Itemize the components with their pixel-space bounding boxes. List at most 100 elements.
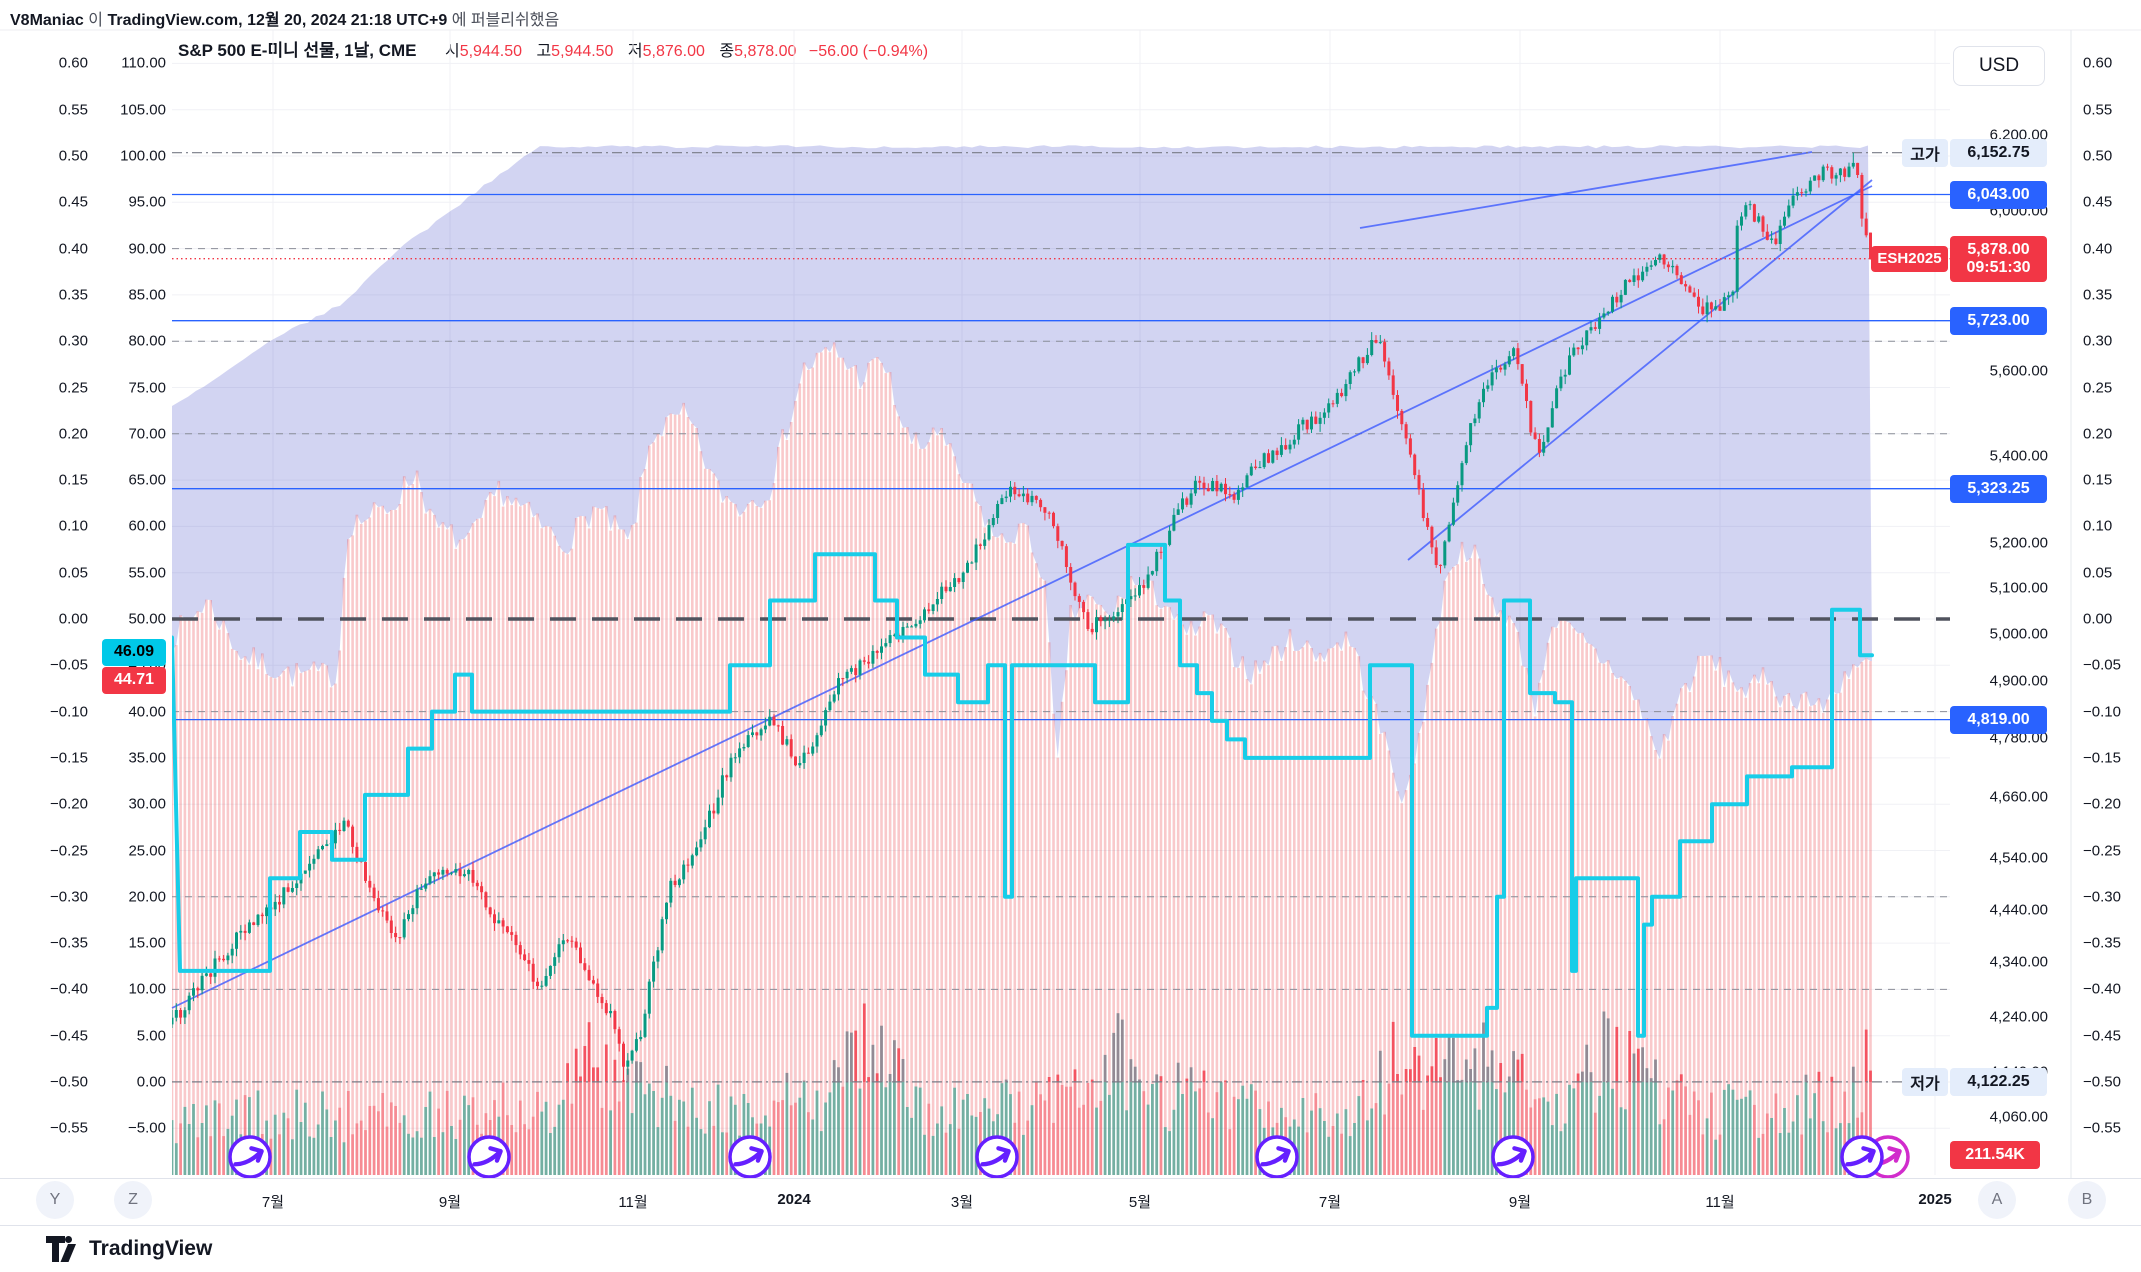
tradingview-logo-text: TradingView bbox=[89, 1237, 213, 1260]
publish-datetime: 12월 20, 2024 21:18 UTC+9 bbox=[247, 12, 448, 29]
symbol-title-bar: S&P 500 E-미니 선물, 1날, CME 시5,944.50 고5,94… bbox=[178, 36, 928, 61]
right-outer-axis-tick: 0.45 bbox=[2083, 193, 2113, 211]
left-inner-axis-tick: 105.00 bbox=[120, 101, 166, 119]
right-outer-axis-tick: −0.50 bbox=[2083, 1073, 2121, 1091]
time-tick-label: 5월 bbox=[1128, 1194, 1152, 1211]
currency-button[interactable]: USD bbox=[1953, 46, 2045, 86]
left-outer-axis-tick: −0.05 bbox=[50, 656, 88, 674]
left-outer-axis-tick: −0.55 bbox=[50, 1119, 88, 1137]
left-inner-axis-tick: 10.00 bbox=[128, 980, 166, 998]
publish-preposition: 이 bbox=[88, 12, 103, 29]
right-outer-axis-tick: −0.30 bbox=[2083, 888, 2121, 906]
left-outer-axis-tick: 0.40 bbox=[58, 240, 88, 258]
left-outer-axis-tick: 0.20 bbox=[58, 425, 88, 443]
left-inner-axis-tick: 25.00 bbox=[128, 842, 166, 859]
left-outer-axis-tick: −0.20 bbox=[50, 795, 88, 813]
left-outer-axis-tick: 0.00 bbox=[58, 610, 88, 628]
left-inner-axis-tick: 80.00 bbox=[128, 332, 166, 350]
right-outer-axis-tick: −0.20 bbox=[2083, 795, 2121, 813]
open-label: 시 bbox=[444, 43, 460, 60]
left-inner-axis-tick: 60.00 bbox=[128, 517, 166, 535]
left-inner-axis-tick: 45.00 bbox=[128, 656, 166, 674]
left-outer-axis-tick: 0.05 bbox=[58, 564, 88, 582]
left-outer-axis-tick: 0.30 bbox=[58, 332, 88, 350]
left-inner-axis-tick: 40.00 bbox=[128, 703, 166, 721]
right-outer-axis-tick: 0.30 bbox=[2083, 332, 2113, 350]
left-outer-axis-tick: 0.60 bbox=[58, 54, 88, 72]
idea-marker-icon[interactable] bbox=[1491, 1135, 1535, 1179]
right-outer-axis-tick: 0.00 bbox=[2083, 610, 2113, 628]
right-outer-axis-tick: −0.25 bbox=[2083, 842, 2121, 859]
right-outer-axis-tick: −0.15 bbox=[2083, 749, 2121, 767]
price-axis-tick: 5,100.00 bbox=[1989, 579, 2048, 597]
right-outer-axis-tick: −0.05 bbox=[2083, 656, 2121, 674]
left-outer-axis-tick: 0.35 bbox=[58, 286, 88, 304]
tradingview-logo[interactable]: TradingView bbox=[46, 1236, 212, 1262]
idea-marker-icon[interactable] bbox=[975, 1135, 1019, 1179]
close-label: 종 bbox=[719, 43, 735, 60]
symbol-title[interactable]: S&P 500 E-미니 선물, 1날, CME bbox=[178, 41, 417, 60]
nav-button-b[interactable]: B bbox=[2068, 1181, 2106, 1219]
right-outer-axis-tick: 0.25 bbox=[2083, 379, 2113, 396]
left-outer-axis-tick: 0.45 bbox=[58, 193, 88, 211]
cyan-oscillator-line bbox=[172, 542, 1874, 1038]
price-axis-tick: 4,140.00 bbox=[1989, 1063, 2048, 1081]
price-axis-tick: 6,000.00 bbox=[1989, 202, 2048, 220]
left-inner-axis-tick: 5.00 bbox=[136, 1027, 166, 1045]
time-tick-label: 7월 bbox=[261, 1194, 285, 1211]
price-axis-tick: 5,000.00 bbox=[1989, 625, 2048, 643]
time-tick-label: 11월 bbox=[1705, 1194, 1735, 1211]
right-outer-axis-tick: 0.55 bbox=[2083, 101, 2113, 119]
nav-button-a[interactable]: A bbox=[1978, 1181, 2016, 1219]
low-value: 5,876.00 bbox=[642, 43, 705, 60]
site-link[interactable]: TradingView.com, bbox=[107, 12, 243, 29]
right-outer-axis-tick: −0.55 bbox=[2083, 1119, 2121, 1137]
time-scale[interactable] bbox=[0, 1178, 2141, 1226]
idea-marker-icon[interactable] bbox=[228, 1135, 272, 1179]
left-inner-axis-tick: 100.00 bbox=[120, 147, 166, 165]
author-name: V8Maniac bbox=[10, 12, 84, 29]
left-outer-axis-tick: −0.15 bbox=[50, 749, 88, 767]
high-label: 고 bbox=[536, 43, 552, 60]
pink-histogram bbox=[172, 342, 1872, 1176]
left-inner-axis-tick: 65.00 bbox=[128, 471, 166, 489]
high-value: 5,944.50 bbox=[551, 43, 614, 60]
left-outer-axis-tick: −0.30 bbox=[50, 888, 88, 906]
left-outer-axis-tick: 0.10 bbox=[58, 517, 88, 535]
horizontal-level-lines[interactable] bbox=[172, 193, 1950, 721]
right-oscillator-scale[interactable]: 0.60 0.55 0.50 0.45 0.40 0.35 0.30 0.25 0.20 0.15… bbox=[2071, 30, 2141, 1178]
left-inner-axis-tick: 30.00 bbox=[128, 795, 166, 813]
right-price-scale[interactable]: 6,200.00 6,000.00 5,600.00 5,400.00 5,200.00… bbox=[1950, 30, 2071, 1178]
price-axis-tick: 4,780.00 bbox=[1989, 729, 2048, 747]
price-axis-tick: 4,660.00 bbox=[1989, 788, 2048, 806]
right-outer-axis-tick: −0.40 bbox=[2083, 980, 2121, 998]
left-inner-axis-tick: 15.00 bbox=[128, 934, 166, 952]
price-axis-tick: 4,440.00 bbox=[1989, 901, 2048, 919]
left-outer-axis-tick: −0.50 bbox=[50, 1073, 88, 1091]
price-axis-tick: 4,900.00 bbox=[1989, 672, 2048, 690]
price-axis-tick: 5,200.00 bbox=[1989, 534, 2048, 552]
right-outer-axis-tick: 0.35 bbox=[2083, 286, 2113, 304]
right-outer-axis-tick: 0.20 bbox=[2083, 425, 2113, 443]
idea-marker-icon[interactable] bbox=[1255, 1135, 1299, 1179]
left-inner-axis-tick: 50.00 bbox=[128, 610, 166, 628]
nav-button-z[interactable]: Z bbox=[114, 1181, 152, 1219]
left-inner-axis-tick: 20.00 bbox=[128, 888, 166, 906]
time-tick-label: 2024 bbox=[777, 1191, 811, 1208]
nav-button-y[interactable]: Y bbox=[36, 1181, 74, 1219]
right-outer-axis-tick: 0.40 bbox=[2083, 240, 2113, 258]
idea-marker-icon[interactable] bbox=[1840, 1135, 1884, 1179]
time-tick-label: 7월 bbox=[1318, 1194, 1342, 1211]
idea-marker-icon[interactable] bbox=[467, 1135, 511, 1179]
currency-label: USD bbox=[1978, 55, 2020, 76]
low-label: 저 bbox=[627, 43, 643, 60]
change-value: −56.00 (−0.94%) bbox=[808, 43, 929, 60]
left-outer-axis-tick: −0.35 bbox=[50, 934, 88, 952]
left-outer-axis-tick: 0.55 bbox=[58, 101, 88, 119]
left-oscillator-scale[interactable]: 0.60 110.00 0.55 105.00 0.50 100.00 0.45 95.00 0… bbox=[0, 0, 172, 1178]
time-tick-label: 9월 bbox=[438, 1194, 462, 1211]
left-outer-axis-tick: 0.50 bbox=[58, 147, 88, 165]
idea-marker-icon[interactable] bbox=[728, 1135, 772, 1179]
